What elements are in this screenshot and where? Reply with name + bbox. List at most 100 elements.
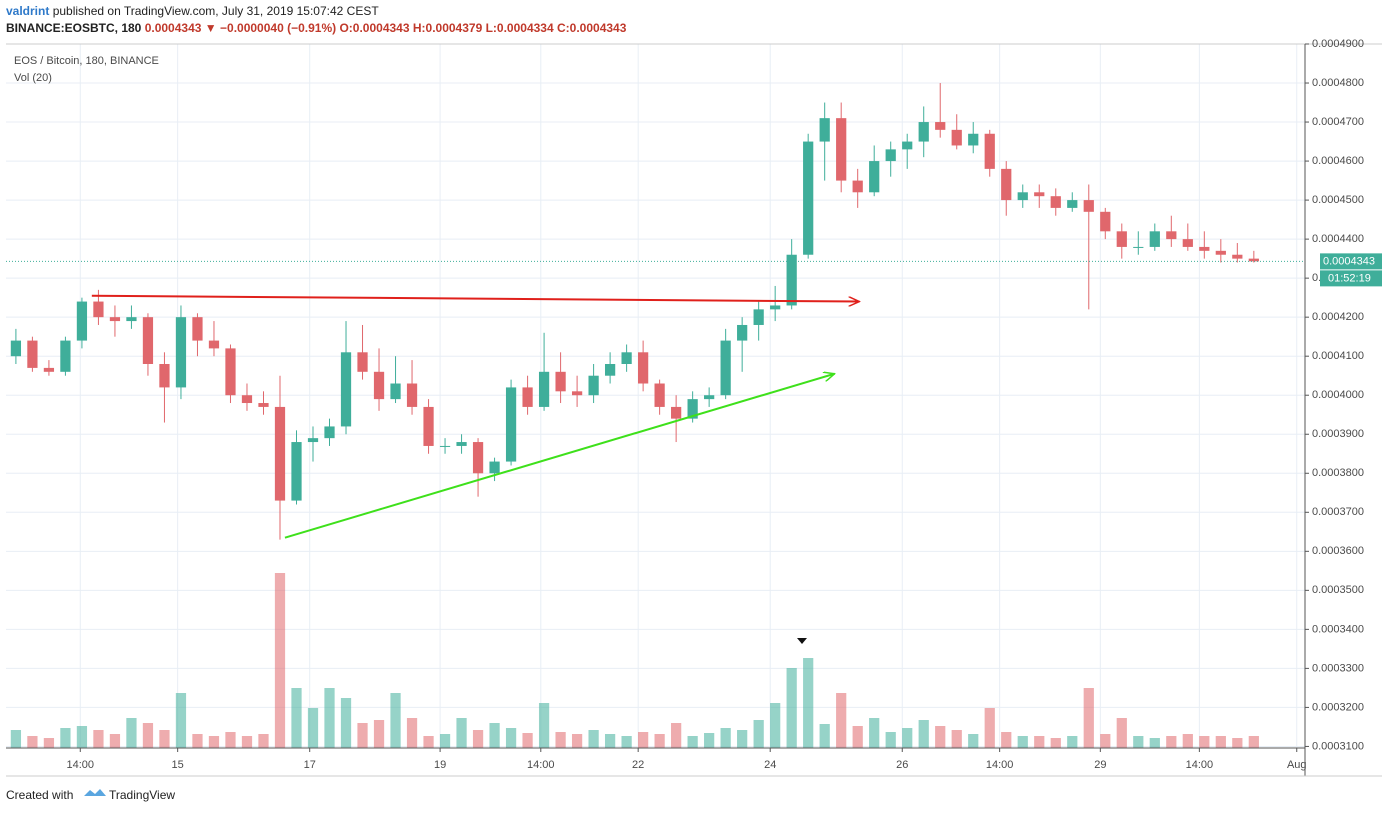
volume-bar (836, 693, 847, 748)
y-tick-label: 0.0003400 (1312, 623, 1364, 635)
volume-bar (109, 734, 121, 748)
candle-body (737, 324, 748, 341)
y-tick-label: 0.0003100 (1312, 740, 1364, 752)
candle-body (241, 395, 253, 404)
candle-body (555, 371, 566, 392)
volume-bar (472, 730, 484, 748)
author[interactable]: valdrint (6, 4, 49, 18)
volume-bar (604, 734, 616, 748)
countdown-tag (1320, 270, 1382, 287)
volume-bar (406, 718, 418, 748)
candle-body (1083, 200, 1094, 212)
candle-body (175, 317, 187, 388)
volume-bar (852, 726, 863, 748)
y-tick-label: 0.0004200 (1312, 311, 1364, 323)
volume-bar (538, 703, 550, 748)
footer-brand[interactable]: TradingView (109, 788, 175, 802)
candle-body (159, 364, 170, 388)
candle-body (1248, 258, 1259, 262)
volume-bar (175, 693, 187, 748)
candle-body (489, 461, 500, 474)
y-tick-label: 0.0004900 (1312, 38, 1364, 50)
low: L:0.0004334 (486, 21, 554, 35)
candle-body (456, 442, 467, 446)
candle-body (60, 340, 71, 372)
volume-bar (208, 736, 220, 748)
x-tick-label: 14:00 (527, 759, 555, 771)
candle-body (1067, 200, 1078, 208)
trend-arrow (284, 374, 835, 539)
volume-bar (291, 688, 302, 748)
volume-bar (885, 732, 896, 748)
marker (797, 638, 807, 644)
candle-body (505, 387, 517, 462)
volume-bar (192, 734, 203, 748)
x-tick-label: 24 (764, 759, 776, 771)
y-tick-label: 0.0004000 (1312, 389, 1364, 401)
x-tick-label: 22 (632, 759, 644, 771)
x-tick-label: 14:00 (1186, 759, 1214, 771)
candle-body (918, 122, 929, 142)
volume-title: Vol (20) (14, 72, 52, 84)
volume-bar (770, 703, 781, 748)
volume-bar (373, 720, 385, 748)
candle-body (472, 442, 484, 474)
volume-bar (10, 730, 22, 748)
candle-body (803, 141, 814, 255)
candle-body (274, 406, 286, 501)
x-tick-label: 15 (172, 759, 184, 771)
volume-bar (786, 668, 797, 748)
candle-body (43, 367, 55, 372)
candle-body (373, 371, 385, 400)
volume-bar (720, 728, 731, 748)
candle-body (439, 445, 451, 447)
y-tick-label: 0.0003700 (1312, 506, 1364, 518)
candle-body (522, 387, 533, 407)
plot (6, 43, 1305, 748)
volume-bar (423, 736, 434, 748)
volume-bar (60, 728, 71, 748)
volume-bar (951, 730, 962, 748)
volume-bar (324, 688, 335, 748)
volume-bar (357, 723, 368, 748)
candle-body (1232, 254, 1243, 259)
volume-bar (737, 730, 748, 748)
candle-body (753, 309, 764, 325)
candle-body (638, 352, 649, 384)
volume-bar (1248, 736, 1259, 748)
volume-bar (456, 718, 467, 748)
candle-body (770, 305, 781, 310)
volume-bar (1050, 738, 1061, 748)
candle-body (423, 406, 434, 446)
volume-bar (76, 726, 88, 748)
candle-body (1034, 192, 1045, 197)
candle-body (324, 426, 335, 439)
volume-bar (1034, 736, 1045, 748)
candle-body (1050, 196, 1061, 208)
candle-body (869, 161, 880, 193)
candle-body (885, 149, 896, 162)
candle-body (1215, 250, 1226, 255)
candle-body (340, 352, 352, 427)
quote-line: BINANCE:EOSBTC, 180 0.0004343 ▼ −0.00000… (6, 21, 627, 35)
y-tick-label: 0.0003600 (1312, 545, 1364, 557)
candle-body (1182, 239, 1193, 247)
candle-body (720, 340, 731, 396)
y-tick-label: 0.0003900 (1312, 428, 1364, 440)
volume-bar (621, 736, 632, 748)
candle-body (786, 254, 797, 306)
candle-body (1017, 192, 1028, 201)
candle-body (142, 317, 154, 364)
volume-bar (1133, 736, 1144, 748)
volume-bar (93, 730, 104, 748)
candle-body (571, 391, 583, 396)
logo (84, 789, 106, 796)
candle-body (1133, 246, 1144, 248)
volume-bar (142, 723, 154, 748)
candle-body (10, 340, 22, 357)
y-tick-label: 0.0003800 (1312, 467, 1364, 479)
volume-bar (1067, 736, 1078, 748)
candle-body (1001, 168, 1012, 201)
x-tick-label: 26 (896, 759, 908, 771)
